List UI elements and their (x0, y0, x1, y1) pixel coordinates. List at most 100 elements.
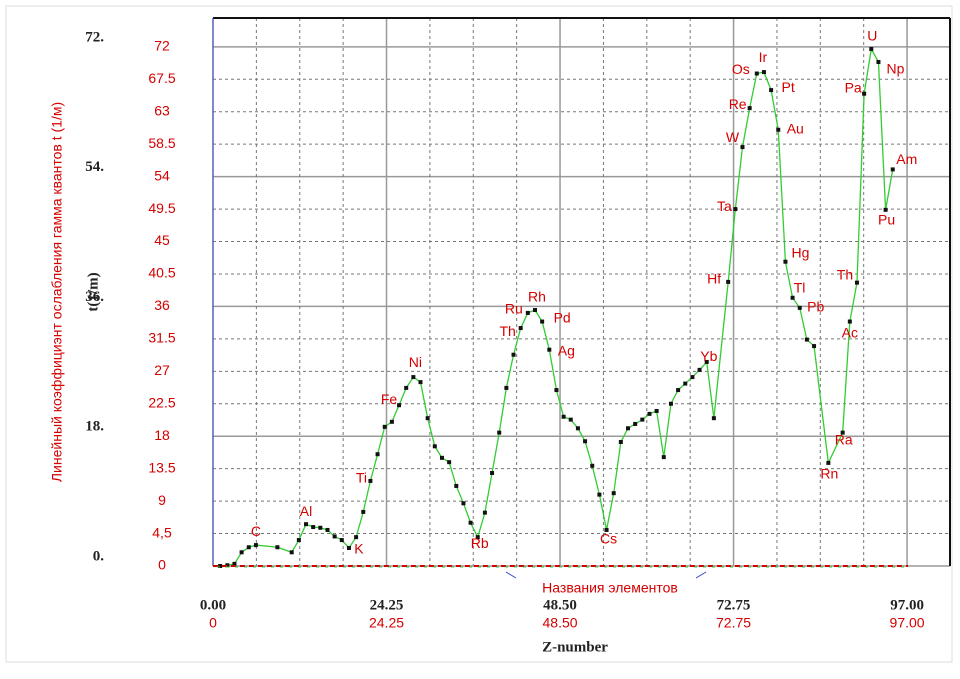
data-point (468, 520, 473, 525)
y-tick-label-secondary: 27 (154, 362, 170, 378)
data-point (246, 545, 251, 550)
data-point (690, 375, 695, 380)
y-tick-label: 18. (85, 419, 104, 435)
point-label: Hg (791, 244, 809, 260)
data-point (626, 426, 631, 431)
x-tick-label: 48.50 (543, 597, 577, 613)
data-point (654, 408, 659, 413)
point-label: Ag (558, 342, 575, 358)
y-tick-label-secondary: 13.5 (148, 459, 175, 475)
data-point (883, 207, 888, 212)
data-point (668, 401, 673, 406)
data-point (568, 417, 573, 422)
point-label: U (867, 28, 877, 44)
x-tick-label: 72.75 (717, 597, 751, 613)
data-point (561, 414, 566, 419)
data-point (339, 538, 344, 543)
point-label: Ra (835, 431, 853, 447)
data-point (826, 460, 831, 465)
data-point (425, 416, 430, 421)
point-label: Ac (842, 324, 858, 340)
data-point (275, 545, 280, 550)
data-point (597, 492, 602, 497)
point-label: C (251, 523, 261, 539)
y-tick-label-secondary: 45 (154, 232, 170, 248)
x-tick-label-secondary: 48.50 (543, 615, 578, 631)
point-label: Al (300, 503, 312, 519)
y-tick-label-secondary: 9 (158, 492, 166, 508)
y-tick-label-secondary: 49.5 (148, 200, 175, 216)
data-point (776, 127, 781, 132)
point-label: K (354, 541, 364, 557)
point-label: Pb (807, 299, 824, 315)
x-tick-label-secondary: 24.25 (369, 615, 404, 631)
plot: C Al K Ti Fe Ni Rb Th Ru Rh Pd Ag Cs Yb Hf Ta W Re Os Ir Pt A… (218, 28, 917, 568)
y-tick-label-secondary: 40.5 (148, 265, 175, 281)
data-point (847, 319, 852, 324)
y-tick-label: 0. (93, 548, 105, 564)
data-point (218, 564, 223, 568)
point-label: W (726, 129, 740, 145)
y-tick-label-secondary: 31.5 (148, 330, 175, 346)
point-label: Fe (381, 391, 398, 407)
data-point (490, 470, 495, 475)
data-point (432, 444, 437, 449)
y-tick-label-secondary: 36 (154, 297, 170, 313)
point-label: Ta (717, 198, 732, 214)
data-point (389, 419, 394, 424)
data-point (296, 538, 301, 543)
point-label: Rb (471, 535, 489, 551)
data-point (754, 71, 759, 76)
point-label: Rh (528, 289, 546, 305)
data-point (311, 525, 316, 530)
x-tick-label: 24.25 (370, 597, 404, 613)
data-point (497, 430, 502, 435)
point-label: Tl (794, 279, 806, 295)
point-label: Yb (700, 348, 717, 364)
data-point (354, 535, 359, 540)
y-tick-label-secondary: 4,5 (152, 524, 172, 540)
data-point (475, 535, 480, 540)
y-tick-label-secondary: 63 (154, 102, 170, 118)
data-point (812, 344, 817, 349)
x-tick-label-secondary: 97.00 (890, 615, 925, 631)
y-tick-label: 54. (85, 159, 104, 175)
data-point (890, 167, 895, 172)
x-tick-label: 97.00 (890, 597, 924, 613)
x-label: Z-number (542, 639, 608, 655)
x-label-secondary: Названия элементов (542, 580, 678, 596)
background (5, 5, 953, 663)
point-label: Ni (409, 354, 422, 370)
data-point (769, 88, 774, 93)
x-tick-label: 0.00 (200, 597, 226, 613)
data-point (382, 424, 387, 429)
point-label: Pd (554, 309, 571, 325)
data-point (854, 280, 859, 285)
point-label: Np (886, 61, 904, 77)
data-point (733, 207, 738, 212)
data-point (225, 563, 230, 568)
y-tick-label-secondary: 54 (154, 167, 170, 183)
data-point (504, 385, 509, 390)
data-point (411, 375, 416, 380)
data-point (711, 416, 716, 421)
data-point (232, 561, 237, 566)
data-point (783, 259, 788, 264)
data-point (840, 430, 845, 435)
data-point (761, 70, 766, 75)
data-point (525, 310, 530, 315)
point-label: Pa (845, 79, 862, 95)
y-tick-label: 36. (85, 289, 104, 305)
y-tick-label-secondary: 0 (158, 557, 166, 573)
data-point (318, 525, 323, 530)
data-point (375, 452, 380, 457)
data-point (790, 295, 795, 300)
data-point (726, 279, 731, 284)
data-point (325, 527, 330, 532)
point-label: Th (837, 266, 853, 282)
data-point (697, 367, 702, 372)
data-point (611, 491, 616, 496)
data-point (439, 455, 444, 460)
y-tick-label: 72. (85, 29, 104, 45)
data-point (511, 352, 516, 357)
